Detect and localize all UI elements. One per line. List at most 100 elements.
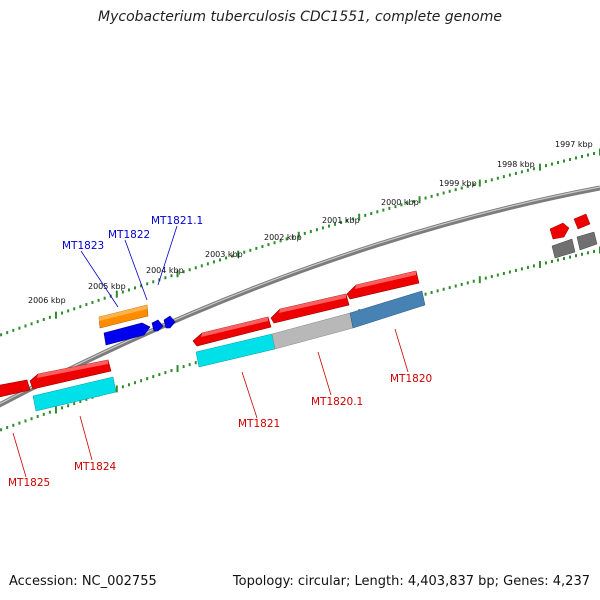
scale-tick-upper-minor: [85, 303, 88, 307]
gene-mt1821[interactable]: [192, 316, 272, 347]
gene-mt1823[interactable]: [98, 304, 149, 329]
scale-tick-lower-minor: [42, 412, 45, 416]
kbp-label-2000: 2000 kbp: [381, 198, 419, 207]
scale-tick-lower-minor: [158, 373, 161, 377]
scale-tick-lower-minor: [6, 426, 9, 430]
scale-tick-upper-minor: [466, 184, 469, 188]
scale-tick-lower-minor: [556, 258, 559, 262]
scale-tick-upper-minor: [146, 282, 149, 286]
scale-tick-upper-minor: [340, 220, 343, 224]
scale-ticks-upper: [0, 148, 600, 337]
scale-tick-upper-minor: [424, 196, 427, 200]
scale-tick-lower-minor: [550, 259, 553, 263]
gene-right-gray-2[interactable]: [576, 231, 598, 251]
gene-mt1824-cyan[interactable]: [32, 376, 117, 412]
gene-mt1820-1-red[interactable]: [270, 293, 350, 324]
scale-tick-upper-minor: [152, 280, 155, 284]
scale-tick-lower-minor: [544, 261, 547, 265]
connector-mt1820-1: [317, 351, 332, 396]
scale-tick-lower-minor: [448, 286, 451, 290]
scale-tick-upper-minor: [231, 254, 234, 258]
scale-tick-upper-minor: [61, 311, 64, 315]
scale-tick-upper-minor: [67, 309, 70, 313]
scale-tick-upper-minor: [376, 210, 379, 214]
label-mt1821-1[interactable]: MT1821.1: [151, 215, 203, 227]
scale-tick-upper-minor: [436, 193, 439, 197]
gene-mt1822[interactable]: [103, 322, 151, 346]
label-mt1820[interactable]: MT1820: [390, 373, 432, 385]
kbp-label-2001: 2001 kbp: [322, 216, 360, 225]
scale-tick-upper-minor: [352, 217, 355, 221]
scale-tick-upper-minor: [97, 298, 100, 302]
scale-tick-lower-minor: [424, 292, 427, 296]
scale-tick-lower-minor: [574, 254, 577, 258]
scale-tick-upper-minor: [592, 151, 595, 155]
scale-tick-upper-major: [237, 250, 240, 258]
scale-tick-upper-minor: [73, 307, 76, 311]
label-mt1823[interactable]: MT1823: [62, 240, 104, 252]
label-mt1820-1[interactable]: MT1820.1: [311, 396, 363, 408]
scale-tick-upper-minor: [568, 157, 571, 161]
scale-tick-upper-minor: [562, 159, 565, 163]
scale-tick-lower-minor: [568, 255, 571, 259]
scale-tick-lower-minor: [532, 264, 535, 268]
gene-mt1820-steelblue[interactable]: [349, 290, 426, 329]
scale-tick-upper-minor: [532, 167, 535, 171]
scale-tick-lower-minor: [146, 377, 149, 381]
label-mt1822[interactable]: MT1822: [108, 229, 150, 241]
scale-tick-upper-minor: [219, 258, 222, 262]
scale-tick-upper-minor: [24, 324, 27, 328]
gene-mt1821-1[interactable]: [151, 315, 176, 332]
scale-tick-upper-major: [478, 179, 481, 187]
scale-tick-upper-minor: [255, 246, 258, 250]
scale-tick-lower-minor: [430, 290, 433, 294]
genome-title: Mycobacterium tuberculosis CDC1551, comp…: [98, 9, 502, 25]
scale-tick-upper-minor: [170, 274, 173, 278]
scale-tick-upper-minor: [454, 188, 457, 192]
gene-right-red-1[interactable]: [549, 222, 570, 240]
scale-tick-upper-minor: [42, 317, 45, 321]
scale-tick-upper-minor: [225, 256, 228, 260]
scale-tick-upper-minor: [460, 186, 463, 190]
scale-tick-upper-minor: [586, 153, 589, 157]
genome-backbone-highlight: [0, 186, 600, 405]
gene-mt1824-red[interactable]: [29, 359, 112, 390]
scale-tick-lower-minor: [12, 423, 15, 427]
connector-mt1822: [124, 239, 148, 301]
scale-tick-upper-minor: [182, 270, 185, 274]
scale-tick-lower-minor: [152, 375, 155, 379]
gene-right-gray-1[interactable]: [551, 238, 576, 259]
label-mt1824[interactable]: MT1824: [74, 461, 117, 473]
gene-mt1820-red[interactable]: [346, 270, 420, 300]
gene-right-red-2[interactable]: [573, 213, 591, 230]
label-mt1821[interactable]: MT1821: [238, 418, 280, 430]
scale-tick-lower-minor: [164, 371, 167, 375]
scale-tick-upper-minor: [140, 284, 143, 288]
scale-tick-lower-minor: [85, 397, 88, 401]
scale-tick-upper-minor: [412, 199, 415, 203]
scale-tick-upper-minor: [261, 244, 264, 248]
connector-mt1825: [12, 432, 27, 478]
scale-tick-lower-minor: [127, 383, 130, 387]
gene-mt1825-red[interactable]: [0, 379, 31, 398]
scale-tick-upper-minor: [303, 231, 306, 235]
scale-tick-upper-minor: [442, 191, 445, 195]
scale-tick-upper-minor: [30, 322, 33, 326]
scale-tick-lower-minor: [188, 363, 191, 367]
scale-tick-lower-minor: [61, 406, 64, 410]
kbp-label-2006: 2006 kbp: [28, 296, 66, 305]
scale-tick-upper-minor: [472, 183, 475, 187]
label-mt1825[interactable]: MT1825: [8, 477, 50, 489]
scale-tick-lower-minor: [442, 287, 445, 291]
kbp-label-2002: 2002 kbp: [264, 233, 302, 242]
scale-tick-upper-minor: [394, 205, 397, 209]
scale-tick-upper-minor: [315, 228, 318, 232]
scale-tick-upper-minor: [580, 154, 583, 158]
scale-tick-lower-minor: [526, 265, 529, 269]
scale-tick-upper-minor: [346, 219, 349, 223]
connector-mt1820: [394, 328, 409, 373]
scale-tick-upper-major: [176, 270, 179, 278]
connector-mt1823: [80, 250, 119, 308]
scale-tick-upper-minor: [249, 248, 252, 252]
kbp-label-1998: 1998 kbp: [497, 160, 535, 169]
